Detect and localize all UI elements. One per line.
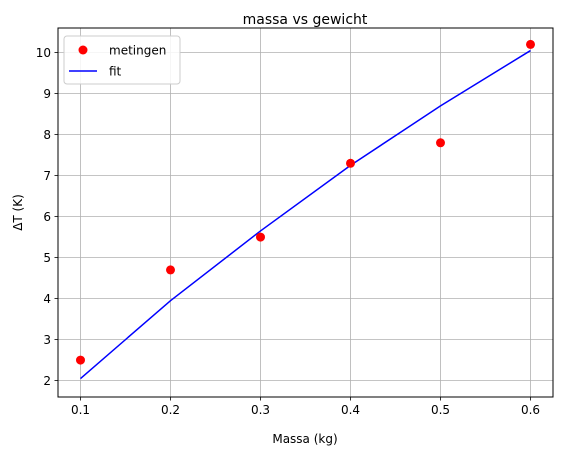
x-tick-label: 0.2 [161, 403, 180, 417]
y-tick-label: 8 [43, 128, 51, 142]
legend-marker-metingen [78, 45, 88, 55]
y-tick-label: 3 [43, 333, 51, 347]
y-axis-label: ΔT (K) [11, 194, 25, 231]
chart-title: massa vs gewicht [243, 12, 368, 28]
data-point [256, 232, 265, 242]
y-tick-label: 9 [43, 87, 51, 101]
legend-frame [63, 35, 181, 85]
data-point [166, 265, 175, 275]
fit-line [80, 49, 531, 380]
y-tick-label: 2 [43, 374, 51, 388]
data-point [346, 158, 355, 168]
data-point [526, 39, 535, 49]
fit-layer [80, 49, 531, 380]
x-axis-label: Massa (kg) [272, 432, 337, 446]
x-tick-label: 0.5 [431, 403, 450, 417]
y-tick-label: 5 [43, 251, 51, 265]
x-tick-label: 0.6 [521, 403, 540, 417]
data-point [76, 355, 85, 365]
legend-label-fit: fit [109, 65, 122, 79]
y-tick-label: 6 [43, 210, 51, 224]
points-layer [76, 39, 535, 365]
y-tick-label: 7 [43, 169, 51, 183]
x-tick-label: 0.3 [251, 403, 270, 417]
plot-frame [57, 27, 554, 398]
legend: metingen fit [63, 35, 181, 85]
x-axis-ticks: 0.1 0.2 0.3 0.4 0.5 0.6 [71, 397, 540, 417]
y-tick-label: 4 [43, 292, 51, 306]
legend-label-metingen: metingen [109, 44, 166, 58]
x-tick-label: 0.4 [341, 403, 360, 417]
y-tick-label: 10 [36, 46, 51, 60]
grid [58, 28, 553, 397]
y-axis-ticks: 2 3 4 5 6 7 8 9 10 [36, 46, 58, 388]
data-point [436, 138, 445, 148]
x-tick-label: 0.1 [71, 403, 90, 417]
